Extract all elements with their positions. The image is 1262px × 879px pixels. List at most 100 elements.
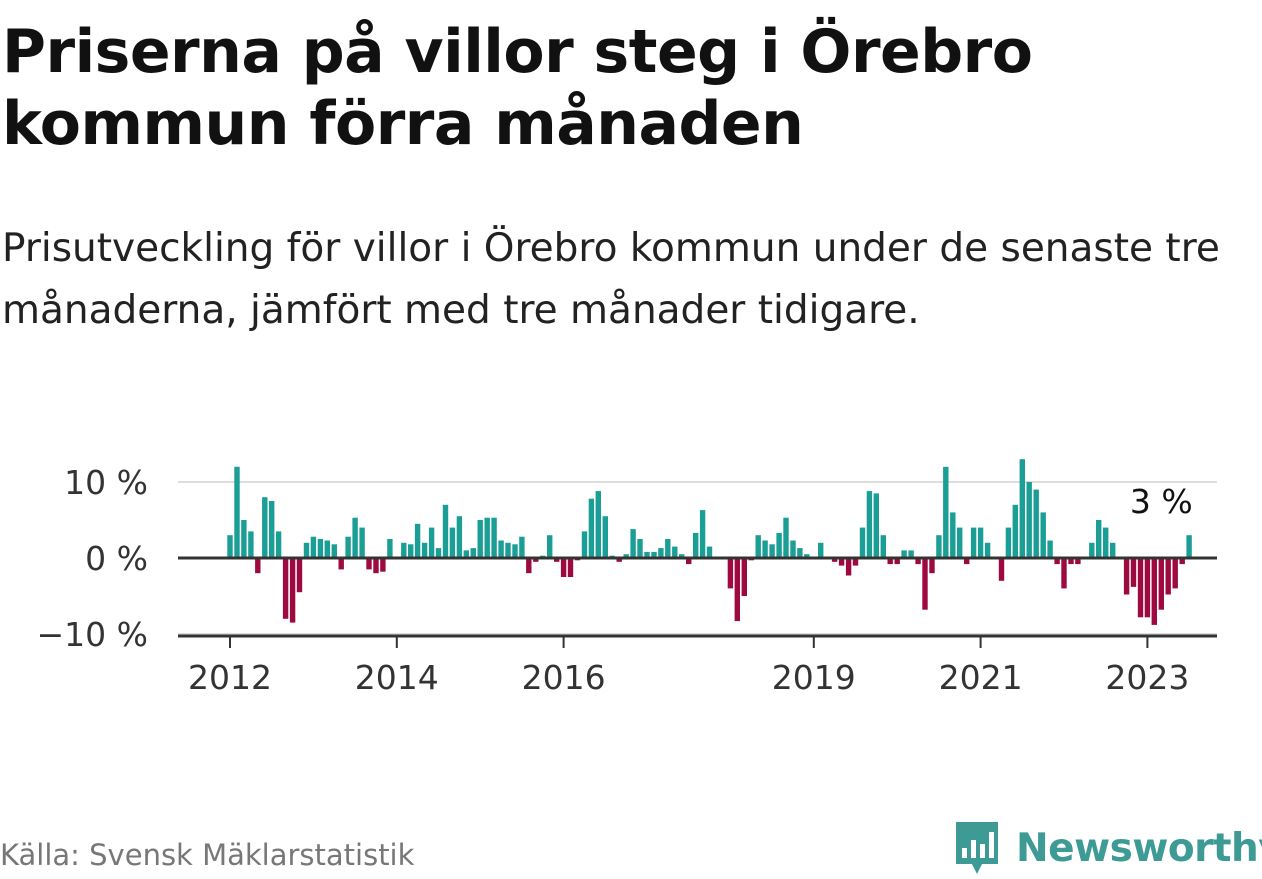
bar — [227, 535, 233, 558]
bar — [755, 535, 761, 558]
bar — [880, 535, 886, 558]
bar — [595, 491, 601, 558]
bar — [693, 532, 699, 558]
bar — [887, 558, 893, 565]
bar — [964, 558, 970, 565]
bar — [275, 531, 282, 558]
bar — [1144, 558, 1151, 618]
bar — [602, 516, 608, 558]
bar — [637, 539, 643, 558]
bar — [665, 539, 671, 558]
bar — [1005, 527, 1012, 558]
bar — [651, 551, 657, 558]
bar — [804, 554, 810, 558]
bar — [1068, 558, 1074, 565]
bar — [414, 523, 421, 558]
bar — [241, 520, 247, 558]
bar — [512, 544, 518, 558]
bar — [1179, 558, 1185, 565]
y-tick-label: −10 % — [37, 615, 149, 654]
bar — [1026, 482, 1032, 558]
x-tick-label: 2019 — [772, 658, 856, 697]
axis-layer: 10 % 0 % −10 % 2012 2014 2016 2019 2021 2023 — [37, 463, 1217, 697]
bar — [296, 558, 303, 593]
bar — [734, 558, 740, 622]
bar — [373, 558, 379, 574]
bar — [838, 558, 845, 566]
bar — [936, 535, 942, 558]
bar — [547, 535, 553, 558]
bar — [984, 542, 991, 558]
bar — [338, 558, 344, 570]
bar — [866, 491, 873, 558]
bar — [345, 536, 351, 558]
bar — [401, 542, 407, 558]
bar — [957, 527, 963, 558]
bar — [679, 554, 685, 558]
bar — [498, 540, 504, 558]
grid-layer — [178, 481, 1217, 635]
bar — [262, 497, 268, 558]
bar — [616, 558, 622, 562]
bar — [977, 527, 984, 558]
bar — [491, 517, 497, 558]
bar — [380, 558, 386, 572]
bar — [922, 558, 928, 610]
y-tick-label: 10 % — [64, 463, 148, 502]
chart-subtitle: Prisutveckling för villor i Örebro kommu… — [2, 226, 1220, 333]
bar — [790, 540, 796, 558]
bar — [1089, 542, 1095, 558]
bar — [505, 542, 511, 558]
bar — [359, 527, 365, 558]
bar — [1130, 558, 1137, 587]
bar — [943, 466, 949, 558]
bar — [1186, 535, 1192, 558]
bar — [519, 536, 525, 558]
bar — [366, 558, 372, 570]
bar — [873, 493, 879, 558]
bar — [644, 551, 650, 558]
bar — [387, 539, 393, 558]
bar — [1033, 489, 1039, 558]
bar — [1158, 558, 1164, 610]
bar — [623, 554, 629, 558]
bar-chart: 10 % 0 % −10 % 2012 2014 2016 2019 2021 2023 3 % — [37, 459, 1217, 697]
bar — [435, 548, 442, 558]
bar — [1054, 558, 1060, 565]
bar — [1019, 459, 1025, 558]
bar — [1123, 558, 1130, 595]
bar — [324, 540, 330, 558]
bar — [303, 542, 310, 558]
brand-name: Newsworthy — [1016, 825, 1262, 871]
bar — [1110, 542, 1116, 558]
bar — [769, 544, 775, 558]
bar — [894, 558, 900, 565]
bar — [428, 527, 435, 558]
bar — [310, 536, 317, 558]
bar — [581, 531, 588, 558]
bar — [1137, 558, 1144, 618]
bar — [352, 517, 358, 558]
bar — [970, 527, 977, 558]
x-tick-label: 2016 — [522, 658, 606, 697]
bar — [741, 558, 747, 596]
x-tick-label: 2012 — [188, 658, 272, 697]
bar — [706, 546, 713, 558]
bar — [929, 558, 935, 574]
bar — [449, 527, 456, 558]
bar — [533, 558, 539, 562]
bars-layer — [227, 459, 1192, 625]
bar — [317, 539, 324, 558]
x-tick-label: 2023 — [1105, 658, 1189, 697]
bar — [908, 550, 914, 558]
bar — [331, 544, 337, 558]
bar — [783, 517, 789, 558]
bar — [915, 558, 921, 565]
bar — [1165, 558, 1171, 595]
newsworthy-logo-icon — [956, 822, 998, 874]
bar — [797, 548, 803, 558]
bar — [950, 512, 956, 558]
bar — [727, 558, 734, 589]
bar — [463, 550, 469, 558]
bar — [831, 558, 838, 562]
